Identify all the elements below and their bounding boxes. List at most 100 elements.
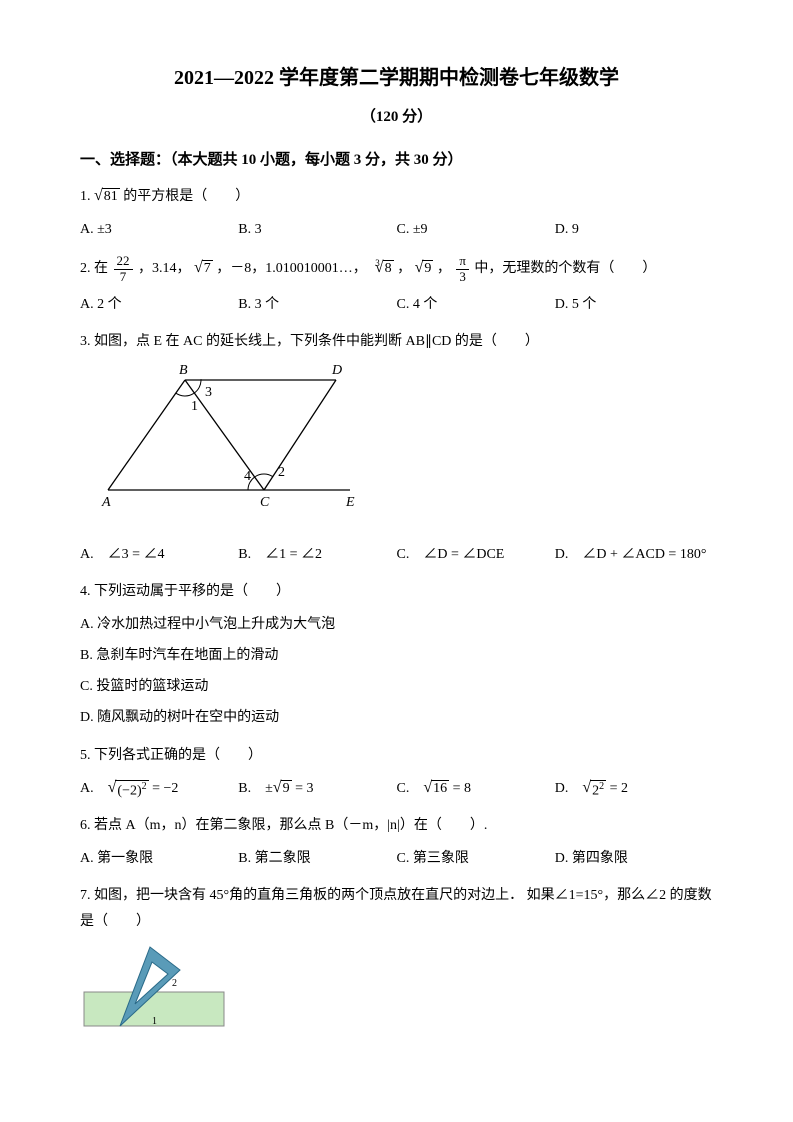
- q2-cuberoot: 8: [383, 260, 394, 276]
- svg-text:E: E: [345, 495, 355, 510]
- q4-opt-b[interactable]: B. 急刹车时汽车在地面上的滑动: [80, 643, 713, 668]
- q2-options: A. 2 个 B. 3 个 C. 4 个 D. 5 个: [80, 292, 713, 317]
- question-6: 6. 若点 A（m，n）在第二象限，那么点 B（－m，|n|）在（ ）. A. …: [80, 813, 713, 871]
- question-2: 2. 在 227 ，3.14， √7 ，－8，1.010010001…， 3√8…: [80, 254, 713, 317]
- base: (−2): [117, 784, 141, 799]
- q3-options: A. ∠3 = ∠4 B. ∠1 = ∠2 C. ∠D = ∠DCE D. ∠D…: [80, 542, 713, 567]
- q3-stem: 3. 如图，点 E 在 AC 的延长线上，下列条件中能判断 AB∥CD 的是（ …: [80, 329, 713, 354]
- exponent: 2: [599, 781, 604, 792]
- q1-opt-a[interactable]: A. ±3: [80, 217, 238, 242]
- q3-opt-b[interactable]: B. ∠1 = ∠2: [238, 542, 396, 567]
- q6-stem: 6. 若点 A（m，n）在第二象限，那么点 B（－m，|n|）在（ ）.: [80, 813, 713, 838]
- q7-figure: 12: [80, 944, 713, 1043]
- q2-sqrt2: 9: [422, 260, 433, 276]
- question-5: 5. 下列各式正确的是（ ） A. √(−2)2 = −2 B. ±√9 = 3…: [80, 743, 713, 801]
- parallelogram-diagram: A B C D E 31 2 4: [100, 362, 360, 512]
- svg-text:1: 1: [191, 399, 198, 414]
- q5-options: A. √(−2)2 = −2 B. ±√9 = 3 C. √16 = 8 D. …: [80, 776, 713, 801]
- q3-opt-c[interactable]: C. ∠D = ∠DCE: [397, 542, 555, 567]
- q2-sqrt1: 7: [202, 260, 213, 276]
- page-subtitle: （120 分）: [80, 104, 713, 131]
- svg-text:D: D: [331, 363, 342, 378]
- q5-opt-a[interactable]: A. √(−2)2 = −2: [80, 776, 238, 801]
- opt-suffix: = 8: [449, 781, 471, 796]
- q4-options: A. 冷水加热过程中小气泡上升成为大气泡 B. 急刹车时汽车在地面上的滑动 C.…: [80, 612, 713, 731]
- svg-text:C: C: [260, 495, 270, 510]
- q2-frac2: π3: [456, 254, 469, 284]
- sqrt-icon: √(−2)2: [108, 780, 149, 799]
- q1-opt-c[interactable]: C. ±9: [397, 217, 555, 242]
- q2-mid4: ，: [437, 261, 451, 276]
- section-header: 一、选择题：（本大题共 10 小题，每小题 3 分，共 30 分）: [80, 147, 713, 174]
- q3-opt-d[interactable]: D. ∠D + ∠ACD = 180°: [555, 542, 713, 567]
- triangle-ruler-diagram: 12: [80, 944, 240, 1034]
- opt-prefix: C.: [397, 781, 424, 796]
- q6-opt-b[interactable]: B. 第二象限: [238, 846, 396, 871]
- frac-num: 22: [114, 254, 133, 269]
- q1-opt-d[interactable]: D. 9: [555, 217, 713, 242]
- opt-prefix: B. ±: [238, 781, 273, 796]
- q6-opt-d[interactable]: D. 第四象限: [555, 846, 713, 871]
- sqrt-icon: √7: [194, 260, 213, 276]
- q2-opt-c[interactable]: C. 4 个: [397, 292, 555, 317]
- q2-opt-d[interactable]: D. 5 个: [555, 292, 713, 317]
- frac-den: 3: [456, 270, 469, 284]
- exponent: 2: [142, 781, 147, 792]
- q3-figure: A B C D E 31 2 4: [100, 362, 713, 521]
- q1-stem: 1. √81 的平方根是（ ）: [80, 184, 713, 209]
- q4-opt-a[interactable]: A. 冷水加热过程中小气泡上升成为大气泡: [80, 612, 713, 637]
- svg-text:1: 1: [152, 1016, 157, 1027]
- radicand: 9: [281, 780, 292, 796]
- q4-stem: 4. 下列运动属于平移的是（ ）: [80, 579, 713, 604]
- radicand: 22: [590, 780, 606, 799]
- q2-prefix: 2. 在: [80, 261, 108, 276]
- opt-prefix: D.: [555, 781, 583, 796]
- svg-text:2: 2: [172, 978, 177, 989]
- svg-text:A: A: [101, 495, 111, 510]
- q1-after: 的平方根是（ ）: [123, 189, 249, 204]
- q1-options: A. ±3 B. 3 C. ±9 D. 9: [80, 217, 713, 242]
- sqrt-icon: √22: [582, 780, 606, 799]
- sqrt-icon: √9: [273, 780, 292, 796]
- svg-text:2: 2: [278, 465, 285, 480]
- q2-after: 中，无理数的个数有（ ）: [474, 261, 656, 276]
- frac-den: 7: [117, 270, 130, 284]
- q7-stem: 7. 如图，把一块含有 45°角的直角三角板的两个顶点放在直尺的对边上． 如果∠…: [80, 883, 713, 933]
- frac-num: π: [456, 254, 469, 269]
- question-3: 3. 如图，点 E 在 AC 的延长线上，下列条件中能判断 AB∥CD 的是（ …: [80, 329, 713, 567]
- svg-text:4: 4: [244, 469, 251, 484]
- q4-opt-d[interactable]: D. 随风飘动的树叶在空中的运动: [80, 705, 713, 730]
- opt-suffix: = −2: [149, 781, 179, 796]
- sqrt-icon: √16: [423, 780, 449, 796]
- q1-opt-b[interactable]: B. 3: [238, 217, 396, 242]
- q5-opt-d[interactable]: D. √22 = 2: [555, 776, 713, 801]
- svg-text:B: B: [179, 363, 188, 378]
- question-7: 7. 如图，把一块含有 45°角的直角三角板的两个顶点放在直尺的对边上． 如果∠…: [80, 883, 713, 1043]
- opt-suffix: = 3: [292, 781, 314, 796]
- radicand: (−2)2: [115, 780, 148, 799]
- q2-stem: 2. 在 227 ，3.14， √7 ，－8，1.010010001…， 3√8…: [80, 254, 713, 284]
- q6-opt-a[interactable]: A. 第一象限: [80, 846, 238, 871]
- sqrt-icon: √81: [94, 188, 120, 204]
- q6-opt-c[interactable]: C. 第三象限: [397, 846, 555, 871]
- q5-opt-c[interactable]: C. √16 = 8: [397, 776, 555, 801]
- q2-opt-a[interactable]: A. 2 个: [80, 292, 238, 317]
- q4-opt-c[interactable]: C. 投篮时的篮球运动: [80, 674, 713, 699]
- q2-mid1: ，3.14，: [138, 261, 191, 276]
- q3-opt-a[interactable]: A. ∠3 = ∠4: [80, 542, 238, 567]
- q5-opt-b[interactable]: B. ±√9 = 3: [238, 776, 396, 801]
- q2-frac1: 227: [114, 254, 133, 284]
- q1-prefix: 1.: [80, 189, 94, 204]
- opt-prefix: A.: [80, 781, 108, 796]
- page-title: 2021—2022 学年度第二学期期中检测卷七年级数学: [80, 60, 713, 96]
- opt-suffix: = 2: [606, 781, 628, 796]
- cuberoot-icon: 3√8: [370, 261, 393, 276]
- q2-opt-b[interactable]: B. 3 个: [238, 292, 396, 317]
- q6-options: A. 第一象限 B. 第二象限 C. 第三象限 D. 第四象限: [80, 846, 713, 871]
- q1-sqrt: 81: [102, 188, 120, 204]
- q2-mid3: ，: [397, 261, 411, 276]
- radicand: 16: [431, 780, 449, 796]
- question-4: 4. 下列运动属于平移的是（ ） A. 冷水加热过程中小气泡上升成为大气泡 B.…: [80, 579, 713, 731]
- svg-text:3: 3: [205, 385, 212, 400]
- sqrt-icon: √9: [415, 260, 434, 276]
